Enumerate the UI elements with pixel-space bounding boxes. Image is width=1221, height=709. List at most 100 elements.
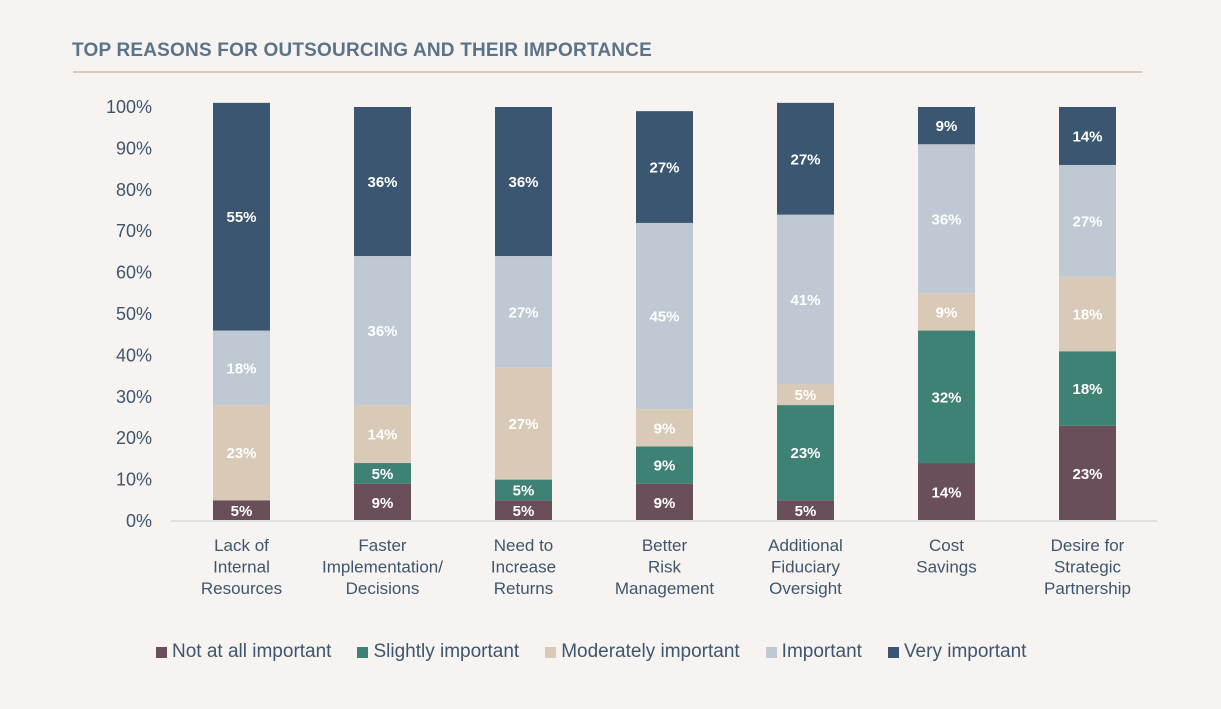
legend-label: Moderately important [561, 641, 740, 662]
data-label: 14% [1072, 128, 1102, 145]
data-label: 36% [367, 174, 397, 191]
data-label: 41% [790, 292, 820, 309]
data-label: 36% [508, 174, 538, 191]
bar-stack: 9% 9% 9% 45% 27% [636, 111, 693, 521]
legend-item: Moderately important [545, 641, 740, 663]
x-tick-label-line: Faster [358, 536, 407, 555]
legend-swatch [357, 646, 369, 658]
data-label: 27% [508, 304, 538, 321]
bar-segment [1059, 351, 1116, 426]
data-label: 18% [226, 360, 256, 377]
legend-item: Not at all important [156, 641, 331, 663]
y-tick-label: 40% [116, 345, 152, 365]
legend-label: Important [781, 641, 862, 662]
bar-segment [213, 102, 270, 331]
bar-stack: 5% 23% 18% 55% [213, 102, 270, 521]
x-tick-label-line: Resources [201, 579, 282, 598]
bar-segment [636, 409, 693, 447]
data-label: 5% [372, 466, 394, 483]
data-label: 5% [795, 387, 817, 404]
data-label: 32% [931, 389, 961, 406]
bar-segment [495, 479, 552, 501]
x-tick-label: Desire for Strategic Partnership [1044, 536, 1131, 598]
data-label: 27% [508, 416, 538, 433]
data-label: 14% [367, 427, 397, 444]
data-label: 27% [790, 151, 820, 168]
y-tick-label: 70% [116, 221, 152, 241]
x-tick-label-line: Partnership [1044, 579, 1131, 598]
x-tick-label-line: Desire for [1051, 536, 1125, 555]
data-label: 23% [1072, 466, 1102, 483]
y-tick-label: 20% [116, 428, 152, 448]
legend-swatch [156, 646, 167, 658]
bar-segment [1059, 425, 1116, 521]
data-label: 5% [513, 503, 535, 520]
bar-segment [777, 102, 834, 215]
data-label: 14% [931, 485, 961, 502]
x-tick-label-line: Internal [213, 558, 270, 577]
data-label: 36% [931, 211, 961, 228]
legend-swatch [545, 646, 557, 658]
x-tick-label: Better Risk Management [615, 536, 715, 598]
bar-segment [918, 293, 975, 331]
legend-swatch [887, 646, 899, 658]
chart-title: TOP REASONS FOR OUTSOURCING AND THEIR IM… [72, 40, 652, 61]
x-tick-label: Faster Implementation/Decisions [322, 536, 443, 598]
x-tick-label: Additional Fiduciary Oversight [768, 536, 843, 598]
bar-segment [636, 222, 693, 410]
legend-item: Slightly important [357, 641, 519, 663]
data-label: 23% [226, 445, 256, 462]
y-tick-label: 60% [116, 263, 152, 283]
x-tick-label-line: Implementation/ [322, 558, 443, 577]
bar-segment [636, 446, 693, 484]
data-label: 5% [795, 503, 817, 520]
x-tick-label: Lack of Internal Resources [201, 536, 282, 598]
data-label: 9% [372, 495, 394, 512]
bar-segment [354, 405, 411, 464]
bar-segment [1059, 276, 1116, 352]
legend-label: Not at all important [172, 641, 332, 662]
x-tick-label-line: Risk [648, 558, 682, 577]
bar-segment [1059, 107, 1116, 165]
x-tick-label-line: Decisions [346, 579, 420, 598]
title-divider [73, 71, 1142, 73]
data-label: 9% [654, 458, 676, 475]
x-tick-label-line: Returns [494, 579, 554, 598]
bar-segment [213, 330, 270, 406]
data-label: 5% [513, 482, 535, 499]
data-label: 18% [1072, 381, 1102, 398]
data-label: 9% [936, 118, 958, 135]
x-tick-label-line: Lack of [214, 536, 269, 555]
x-tick-label-line: Fiduciary [771, 558, 840, 577]
bar-segment [495, 107, 552, 257]
data-label: 55% [226, 209, 256, 226]
x-tick-label-line: Savings [916, 558, 976, 577]
bar-segment [354, 256, 411, 406]
y-tick-label: 0% [126, 511, 152, 531]
x-tick-label-line: Cost [929, 536, 964, 555]
legend-label: Very important [903, 641, 1027, 662]
data-label: 27% [649, 160, 679, 177]
data-label: 9% [936, 304, 958, 321]
bar-segment [495, 367, 552, 480]
data-label: 45% [649, 309, 679, 326]
y-tick-label: 10% [116, 470, 152, 490]
bar-segment [354, 107, 411, 257]
bar-segment [918, 463, 975, 521]
bar-stack: 5% 5% 27% 27% 36% [495, 107, 552, 521]
y-tick-label: 30% [116, 387, 152, 407]
bar-segment [495, 500, 552, 521]
legend-item: Very important [887, 641, 1027, 663]
bar-segment [777, 384, 834, 406]
data-label: 9% [654, 495, 676, 512]
x-tick-label-line: Oversight [769, 579, 842, 598]
y-tick-label: 90% [116, 138, 152, 158]
y-tick-label: 80% [116, 180, 152, 200]
bar-stack: 14% 32% 9% 36% 9% [918, 107, 975, 521]
bar-segment [213, 500, 270, 521]
data-label: 18% [1072, 307, 1102, 324]
bar-segment [213, 405, 270, 501]
x-tick-label: Cost Savings [916, 536, 976, 577]
x-tick-label-line: Management [615, 579, 715, 598]
